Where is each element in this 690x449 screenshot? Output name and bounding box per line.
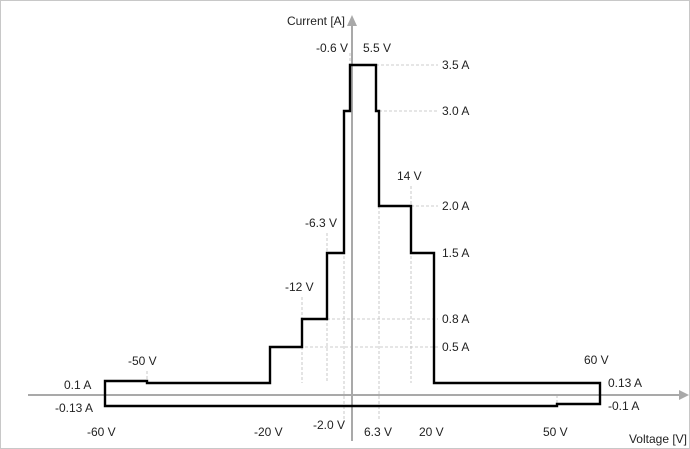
label-14v: 14 V xyxy=(397,169,422,183)
label-neg60v: -60 V xyxy=(87,425,116,439)
y-axis-arrow xyxy=(347,15,357,26)
label-6-3v: 6.3 V xyxy=(364,425,392,439)
label-3-0a: 3.0 A xyxy=(442,104,469,118)
label-neg0-13a: -0.13 A xyxy=(55,401,93,415)
label-neg0-1a: -0.1 A xyxy=(608,399,639,413)
label-neg12v: -12 V xyxy=(285,280,314,294)
label-0-1a: 0.1 A xyxy=(64,378,91,392)
label-neg6-3v: -6.3 V xyxy=(305,216,337,230)
y-axis-label: Current [A] xyxy=(287,14,345,28)
label-50v: 50 V xyxy=(543,425,568,439)
label-60v: 60 V xyxy=(584,353,609,367)
label-0-8a: 0.8 A xyxy=(442,312,469,326)
x-axis-label: Voltage [V] xyxy=(629,432,687,446)
label-0-5a: 0.5 A xyxy=(442,340,469,354)
label-2-0a: 2.0 A xyxy=(442,199,469,213)
soa-boundary-curve xyxy=(103,63,602,408)
x-axis-arrow xyxy=(679,390,689,400)
label-1-5a: 1.5 A xyxy=(442,246,469,260)
label-5-5v: 5.5 V xyxy=(363,41,391,55)
label-neg2-0v: -2.0 V xyxy=(313,418,345,432)
label-neg0-6v: -0.6 V xyxy=(316,41,348,55)
label-20v: 20 V xyxy=(419,425,444,439)
label-neg20v: -20 V xyxy=(254,425,283,439)
label-0-13a: 0.13 A xyxy=(608,376,642,390)
label-3-5a: 3.5 A xyxy=(442,58,469,72)
label-neg50v: -50 V xyxy=(128,354,157,368)
axes xyxy=(28,15,689,441)
